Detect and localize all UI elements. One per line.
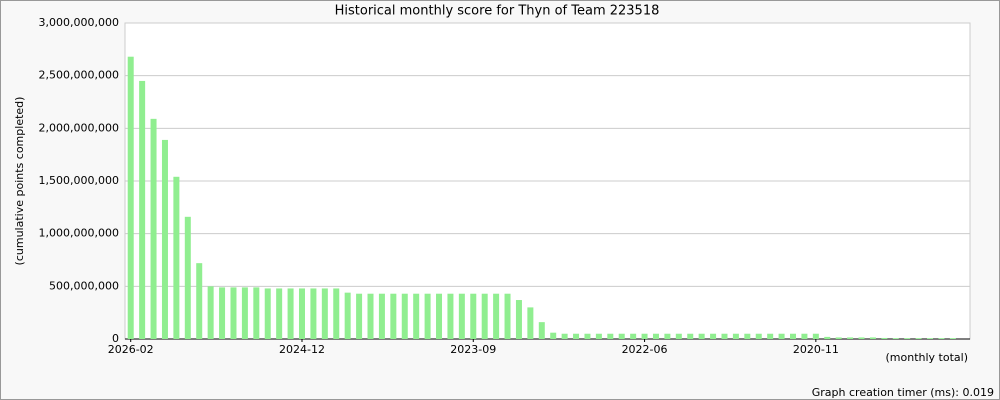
bar bbox=[664, 333, 671, 339]
bar bbox=[561, 333, 568, 339]
y-tick-label: 1,500,000,000 bbox=[39, 174, 119, 187]
bar bbox=[447, 293, 454, 339]
bar bbox=[938, 338, 945, 339]
bar bbox=[858, 337, 865, 339]
bar bbox=[744, 333, 751, 339]
bar bbox=[173, 176, 180, 339]
x-tick-label: 2023-09 bbox=[450, 343, 496, 356]
bar bbox=[584, 333, 591, 339]
bar bbox=[321, 288, 328, 339]
bar bbox=[824, 336, 831, 339]
y-tick-label: 0 bbox=[112, 332, 119, 345]
bar bbox=[675, 333, 682, 339]
x-tick-label: 2022-06 bbox=[622, 343, 668, 356]
x-tick-label: 2024-12 bbox=[279, 343, 325, 356]
bar bbox=[184, 216, 191, 339]
x-axis-label: (monthly total) bbox=[886, 351, 969, 364]
bar bbox=[812, 333, 819, 339]
bar bbox=[493, 293, 500, 339]
bar bbox=[721, 333, 728, 339]
bar bbox=[790, 333, 797, 339]
y-axis-label: (cumulative points completed) bbox=[13, 97, 26, 266]
bar bbox=[161, 139, 168, 339]
x-tick-label: 2026-02 bbox=[108, 343, 154, 356]
bar bbox=[139, 80, 146, 339]
bar bbox=[298, 288, 305, 339]
bar bbox=[219, 287, 226, 339]
bar bbox=[687, 333, 694, 339]
chart-title: Historical monthly score for Thyn of Tea… bbox=[335, 4, 660, 19]
bar bbox=[732, 333, 739, 339]
y-tick-label: 2,000,000,000 bbox=[39, 121, 119, 134]
bar bbox=[595, 333, 602, 339]
y-tick-label: 2,500,000,000 bbox=[39, 69, 119, 82]
bar bbox=[915, 338, 922, 339]
bar bbox=[607, 333, 614, 339]
bar bbox=[310, 288, 317, 339]
y-tick-label: 1,000,000,000 bbox=[39, 227, 119, 240]
bar bbox=[698, 333, 705, 339]
bar bbox=[207, 286, 214, 339]
bar bbox=[527, 307, 534, 339]
bar bbox=[515, 300, 522, 339]
bar bbox=[641, 333, 648, 339]
bar bbox=[801, 333, 808, 339]
bar bbox=[413, 293, 420, 339]
bar bbox=[630, 333, 637, 339]
bar bbox=[927, 338, 934, 339]
y-tick-label: 500,000,000 bbox=[49, 279, 119, 292]
bar bbox=[276, 288, 283, 339]
bar bbox=[287, 288, 294, 339]
bar bbox=[333, 288, 340, 339]
bar bbox=[892, 338, 899, 339]
bar bbox=[949, 338, 956, 339]
bar bbox=[778, 333, 785, 339]
bar bbox=[618, 333, 625, 339]
bar bbox=[538, 322, 545, 339]
footer: Graph creation timer (ms): 0.019 bbox=[812, 386, 994, 399]
bar bbox=[367, 293, 374, 339]
bar bbox=[847, 337, 854, 339]
bar bbox=[755, 333, 762, 339]
x-tick-label: 2020-11 bbox=[793, 343, 839, 356]
bar bbox=[573, 333, 580, 339]
bar bbox=[710, 333, 717, 339]
bar bbox=[196, 263, 203, 339]
bar bbox=[424, 293, 431, 339]
bar bbox=[390, 293, 397, 339]
bar bbox=[481, 293, 488, 339]
bar bbox=[253, 287, 260, 339]
bar bbox=[504, 293, 511, 339]
bar bbox=[127, 56, 134, 339]
bar bbox=[378, 293, 385, 339]
bar bbox=[401, 293, 408, 339]
bar bbox=[881, 337, 888, 339]
bar bbox=[230, 287, 237, 339]
bar bbox=[344, 292, 351, 339]
bar bbox=[470, 293, 477, 339]
bar bbox=[436, 293, 443, 339]
bar bbox=[356, 293, 363, 339]
bar bbox=[458, 293, 465, 339]
bar bbox=[652, 333, 659, 339]
y-tick-label: 3,000,000,000 bbox=[39, 16, 119, 29]
bar bbox=[550, 332, 557, 339]
bar bbox=[150, 118, 157, 339]
bar bbox=[904, 338, 911, 339]
bar bbox=[869, 337, 876, 339]
bar bbox=[767, 333, 774, 339]
bar bbox=[835, 337, 842, 339]
bar bbox=[241, 287, 248, 339]
bar bbox=[264, 288, 271, 339]
